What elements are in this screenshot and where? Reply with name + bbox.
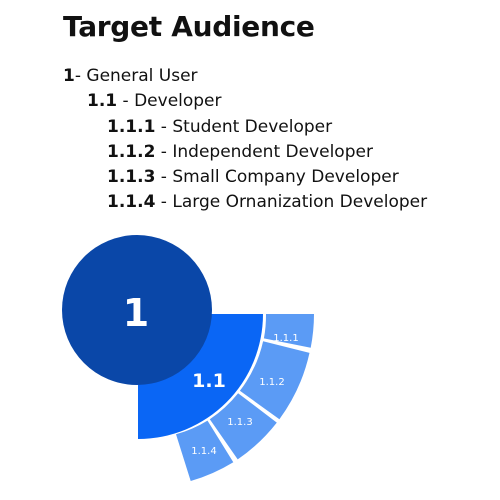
tree-item-number: 1.1.1 bbox=[107, 117, 156, 137]
tree-item-separator: - bbox=[155, 192, 173, 212]
tree-item-separator: - bbox=[117, 91, 135, 111]
tree-item-number: 1.1 bbox=[87, 91, 118, 111]
sunburst-root-circle bbox=[62, 235, 212, 385]
tree-item-separator: - bbox=[155, 167, 173, 187]
tree-item-separator: - bbox=[74, 66, 87, 86]
tree-item-student-developer: 1.1.1 - Student Developer bbox=[107, 117, 332, 137]
tree-item-label: Developer bbox=[134, 91, 222, 111]
sunburst-segment-1-1-4 bbox=[176, 420, 234, 481]
audience-hierarchy-list: 1- General User 1.1 - Developer 1.1.1 - … bbox=[0, 0, 500, 230]
sunburst-segment-1-1-1 bbox=[263, 314, 314, 348]
tree-item-number: 1.1.4 bbox=[107, 192, 156, 212]
sunburst-segment-1-1-3 bbox=[209, 393, 277, 460]
tree-item-label: General User bbox=[86, 66, 198, 86]
tree-item-number: 1.1.3 bbox=[107, 167, 156, 187]
tree-item-label: Independent Developer bbox=[172, 142, 373, 162]
sunburst-segment-1-1-2 bbox=[239, 341, 310, 420]
tree-item-number: 1 bbox=[63, 66, 75, 86]
tree-item-general-user: 1- General User bbox=[63, 66, 198, 86]
tree-item-developer: 1.1 - Developer bbox=[87, 91, 222, 111]
sunburst-level2-label: 1.1.4 bbox=[191, 446, 216, 457]
tree-item-label: Small Company Developer bbox=[172, 167, 399, 187]
tree-item-number: 1.1.2 bbox=[107, 142, 156, 162]
tree-item-label: Student Developer bbox=[172, 117, 333, 137]
sunburst-level1-label: 1.1 bbox=[192, 370, 226, 392]
sunburst-root-label: 1 bbox=[123, 291, 149, 335]
tree-item-separator: - bbox=[155, 117, 173, 137]
tree-item-label: Large Ornanization Developer bbox=[172, 192, 428, 212]
tree-item-separator: - bbox=[155, 142, 173, 162]
tree-item-independent-developer: 1.1.2 - Independent Developer bbox=[107, 142, 373, 162]
page-title: Target Audience bbox=[63, 10, 315, 43]
tree-item-small-company-developer: 1.1.3 - Small Company Developer bbox=[107, 167, 399, 187]
sunburst-level2-label: 1.1.1 bbox=[273, 333, 298, 344]
sunburst-level2-label: 1.1.3 bbox=[227, 417, 252, 428]
tree-item-large-organization-developer: 1.1.4 - Large Ornanization Developer bbox=[107, 192, 427, 212]
sunburst-level2-label: 1.1.2 bbox=[259, 377, 284, 388]
